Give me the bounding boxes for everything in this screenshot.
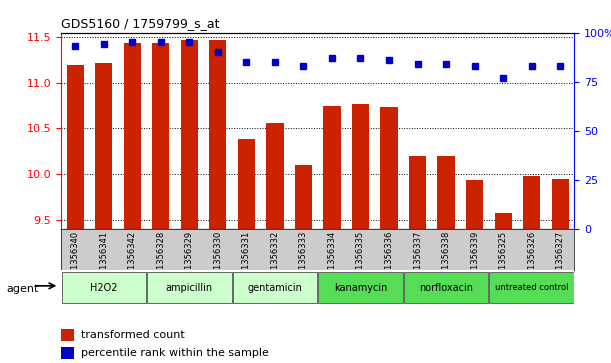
Text: transformed count: transformed count: [81, 330, 185, 340]
Text: GSM1356332: GSM1356332: [271, 231, 279, 287]
Text: GSM1356328: GSM1356328: [156, 231, 166, 287]
Bar: [61, 329, 74, 341]
Bar: [323, 106, 340, 229]
Bar: [404, 272, 488, 303]
Bar: [181, 40, 198, 229]
Text: GSM1356335: GSM1356335: [356, 231, 365, 287]
Text: H2O2: H2O2: [90, 283, 118, 293]
Bar: [124, 43, 141, 229]
Text: norfloxacin: norfloxacin: [419, 283, 473, 293]
Bar: [95, 63, 112, 229]
Text: GSM1356327: GSM1356327: [555, 231, 565, 287]
Bar: [147, 272, 232, 303]
Text: gentamicin: gentamicin: [247, 283, 302, 293]
Bar: [381, 107, 398, 229]
Bar: [61, 347, 74, 359]
Bar: [489, 272, 574, 303]
Text: GSM1356338: GSM1356338: [442, 231, 450, 287]
Bar: [437, 156, 455, 229]
Text: untreated control: untreated control: [495, 283, 568, 292]
Text: GSM1356337: GSM1356337: [413, 231, 422, 287]
Text: GSM1356336: GSM1356336: [384, 231, 393, 287]
Text: percentile rank within the sample: percentile rank within the sample: [81, 348, 268, 358]
Bar: [466, 180, 483, 229]
Bar: [67, 65, 84, 229]
Text: GSM1356326: GSM1356326: [527, 231, 536, 287]
Bar: [233, 272, 317, 303]
Bar: [295, 165, 312, 229]
Bar: [352, 104, 369, 229]
Text: agent: agent: [6, 284, 38, 294]
Text: GSM1356329: GSM1356329: [185, 231, 194, 287]
Bar: [238, 139, 255, 229]
Bar: [62, 272, 146, 303]
Bar: [494, 213, 511, 229]
Text: GSM1356341: GSM1356341: [100, 231, 108, 287]
Text: GSM1356334: GSM1356334: [327, 231, 337, 287]
Bar: [523, 176, 540, 229]
Text: kanamycin: kanamycin: [334, 283, 387, 293]
Text: GSM1356330: GSM1356330: [213, 231, 222, 287]
Bar: [152, 43, 169, 229]
Bar: [210, 40, 227, 229]
Text: GSM1356331: GSM1356331: [242, 231, 251, 287]
Text: GSM1356333: GSM1356333: [299, 231, 308, 287]
Bar: [409, 156, 426, 229]
Text: GSM1356342: GSM1356342: [128, 231, 137, 287]
Text: GSM1356340: GSM1356340: [71, 231, 80, 287]
Text: GDS5160 / 1759799_s_at: GDS5160 / 1759799_s_at: [61, 17, 219, 30]
Text: ampicillin: ampicillin: [166, 283, 213, 293]
Bar: [318, 272, 403, 303]
Bar: [266, 123, 284, 229]
Text: GSM1356339: GSM1356339: [470, 231, 479, 287]
Text: GSM1356325: GSM1356325: [499, 231, 508, 287]
Bar: [552, 179, 569, 229]
